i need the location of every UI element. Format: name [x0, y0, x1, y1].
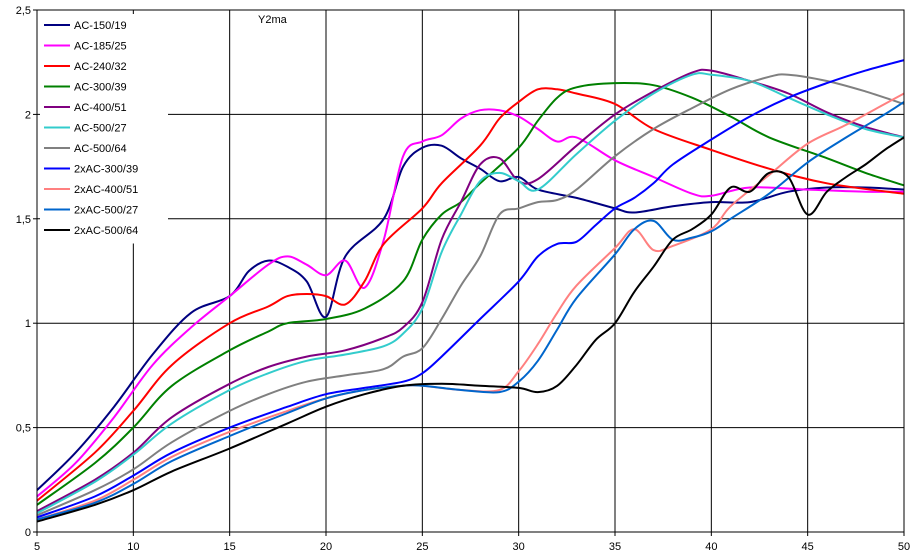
series-line-5 — [36, 68, 905, 512]
grid — [37, 10, 904, 532]
x-tick-label: 15 — [224, 541, 236, 553]
y-tick-label: 1 — [25, 318, 31, 330]
series-line-6 — [36, 72, 905, 515]
x-tick-label: 35 — [609, 541, 621, 553]
legend-background — [40, 14, 168, 244]
y-axis-ticks: 0 0,5 1 1,5 2 2,5 — [16, 5, 37, 539]
legend-label: AC-150/19 — [74, 20, 127, 32]
legend-label: 2xAC-500/27 — [74, 205, 138, 217]
x-axis-ticks: 5 10 15 20 25 30 35 40 45 50 — [34, 532, 910, 553]
series-lines — [36, 59, 905, 523]
x-tick-label: 30 — [513, 541, 525, 553]
y-tick-label: 2 — [25, 109, 31, 121]
legend: AC-150/19 AC-185/25 AC-240/32 AC-300/39 AC-4… — [40, 14, 168, 244]
series-line-10 — [36, 101, 905, 521]
series-line-7 — [36, 73, 905, 517]
x-tick-label: 40 — [705, 541, 717, 553]
legend-label: AC-500/27 — [74, 123, 127, 135]
series-line-4 — [36, 81, 905, 506]
legend-label: 2xAC-400/51 — [74, 184, 138, 196]
legend-label: AC-240/32 — [74, 61, 127, 73]
legend-label: AC-500/64 — [74, 143, 127, 155]
legend-label: AC-400/51 — [74, 102, 127, 114]
x-tick-label: 45 — [802, 541, 814, 553]
y-tick-label: 0 — [25, 527, 31, 539]
legend-label: 2xAC-500/64 — [74, 225, 138, 237]
x-tick-label: 5 — [34, 541, 40, 553]
x-tick-label: 10 — [127, 541, 139, 553]
x-tick-label: 20 — [320, 541, 332, 553]
x-tick-label: 50 — [898, 541, 910, 553]
x-tick-label: 25 — [416, 541, 428, 553]
series-line-11 — [36, 136, 905, 523]
y-tick-label: 1,5 — [16, 214, 31, 226]
legend-label: 2xAC-300/39 — [74, 164, 138, 176]
series-line-2 — [36, 108, 905, 498]
y-tick-label: 0,5 — [16, 423, 31, 435]
legend-label: AC-300/39 — [74, 82, 127, 94]
legend-label: AC-185/25 — [74, 41, 127, 53]
chart-annotation: Y2ma — [258, 14, 288, 26]
y-tick-label: 2,5 — [16, 5, 31, 17]
series-line-8 — [36, 59, 905, 519]
plot-frame — [36, 9, 905, 533]
